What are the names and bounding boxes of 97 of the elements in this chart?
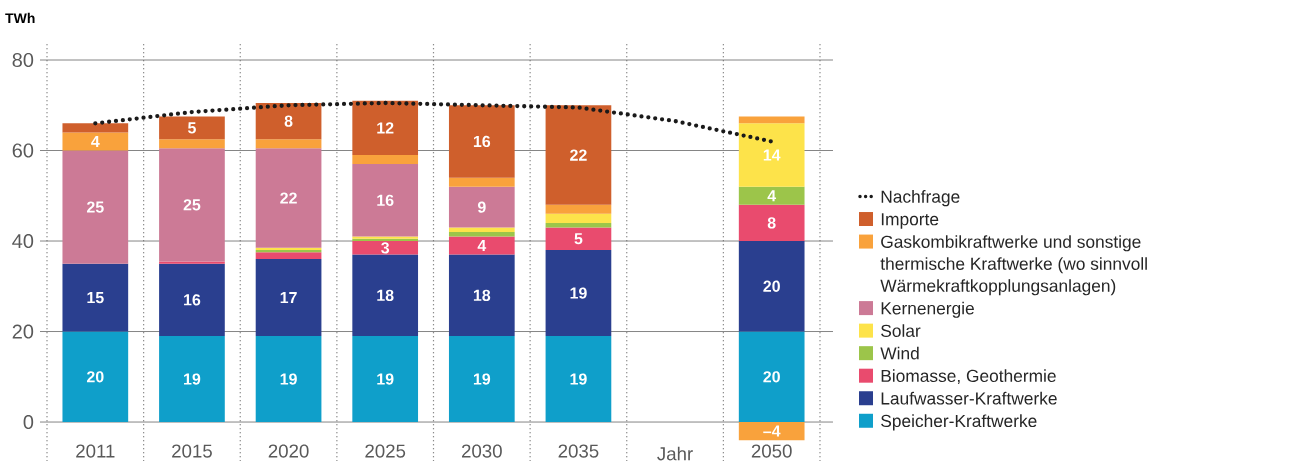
data-label: 4 bbox=[477, 240, 487, 252]
bar bbox=[352, 254, 419, 337]
bar bbox=[159, 261, 225, 264]
bar bbox=[545, 250, 612, 337]
bar bbox=[545, 213, 612, 223]
legend-label: Nachfrage bbox=[881, 190, 960, 207]
bar bbox=[62, 132, 129, 151]
x-tick-label: 2011 bbox=[76, 444, 115, 458]
bar bbox=[352, 336, 419, 423]
data-label: 20 bbox=[86, 371, 104, 383]
data-label: 8 bbox=[767, 217, 776, 229]
bar bbox=[352, 241, 419, 255]
data-label: 5 bbox=[574, 233, 583, 245]
bar bbox=[255, 336, 322, 423]
bar bbox=[738, 186, 805, 205]
bar bbox=[62, 150, 129, 264]
bar bbox=[352, 155, 419, 165]
bar bbox=[352, 100, 419, 156]
data-label: 4 bbox=[91, 135, 100, 147]
bar bbox=[738, 331, 805, 423]
y-tick-label: 0 bbox=[23, 414, 34, 430]
bar bbox=[738, 204, 805, 242]
data-label: 8 bbox=[284, 115, 293, 127]
data-label: 12 bbox=[377, 122, 394, 134]
bar bbox=[159, 139, 225, 149]
bar bbox=[448, 105, 515, 178]
legend-label: Importe bbox=[881, 213, 939, 229]
bar bbox=[159, 263, 225, 337]
data-label: 19 bbox=[473, 373, 491, 385]
y-tick-label: 80 bbox=[12, 52, 34, 68]
x-axis-title: Jahr bbox=[657, 446, 693, 461]
data-label: 19 bbox=[377, 373, 394, 385]
bar bbox=[448, 227, 515, 232]
bar bbox=[545, 105, 612, 205]
data-label: 20 bbox=[763, 371, 780, 383]
x-tick-label: 2035 bbox=[558, 444, 599, 458]
data-label: 25 bbox=[86, 201, 104, 213]
bar bbox=[448, 177, 515, 187]
data-label: 16 bbox=[473, 135, 491, 148]
legend-label: Biomasse, Geothermie bbox=[881, 369, 1056, 385]
y-axis-title: TWh bbox=[5, 12, 35, 24]
bar bbox=[62, 331, 129, 423]
data-label: 20 bbox=[763, 280, 780, 292]
bar bbox=[62, 263, 129, 332]
bar bbox=[159, 148, 225, 262]
data-label: 19 bbox=[570, 287, 587, 299]
bar bbox=[448, 186, 515, 228]
data-label: 19 bbox=[280, 373, 297, 385]
data-label: 3 bbox=[381, 242, 390, 254]
bar bbox=[255, 252, 322, 260]
legend-label: Wind bbox=[880, 346, 919, 360]
bar bbox=[159, 116, 225, 140]
data-label: 4 bbox=[767, 190, 777, 202]
x-tick-label: 2025 bbox=[365, 444, 406, 458]
data-label: 5 bbox=[188, 122, 196, 134]
y-tick-label: 60 bbox=[12, 143, 34, 158]
bar bbox=[545, 336, 612, 423]
data-label: 19 bbox=[570, 373, 587, 385]
legend-label: Gaskombikraftwerke und sonstige thermische Kraftwerke (wo sinnvoll Wärmekraftkopplungsanlagen) bbox=[880, 235, 1147, 296]
data-label: 19 bbox=[184, 373, 201, 385]
data-label: 18 bbox=[473, 289, 491, 301]
bar bbox=[545, 204, 612, 214]
bar bbox=[255, 259, 322, 337]
data-label: 15 bbox=[87, 292, 104, 304]
data-label: 22 bbox=[570, 149, 587, 161]
y-tick-label: 20 bbox=[12, 324, 34, 339]
data-label: 17 bbox=[280, 292, 297, 304]
data-label: 14 bbox=[763, 149, 781, 161]
data-label: 9 bbox=[477, 201, 486, 213]
data-label: 16 bbox=[184, 294, 201, 306]
bar bbox=[255, 103, 322, 140]
bar bbox=[738, 422, 805, 441]
bar bbox=[62, 123, 129, 133]
bar bbox=[448, 336, 515, 423]
bar bbox=[255, 139, 322, 149]
bar bbox=[545, 227, 612, 251]
data-label: 22 bbox=[280, 192, 297, 204]
legend-label: Solar bbox=[881, 324, 921, 337]
bar bbox=[159, 336, 225, 423]
legend-label: Laufwasser-Kraftwerke bbox=[881, 391, 1057, 405]
x-tick-label: 2015 bbox=[172, 444, 212, 458]
legend-label: Speicher-Kraftwerke bbox=[881, 414, 1037, 431]
legend-label: Kernenergie bbox=[881, 301, 974, 318]
data-label: 16 bbox=[377, 194, 394, 206]
x-tick-label: 2030 bbox=[461, 444, 502, 458]
bar bbox=[255, 148, 322, 248]
bar bbox=[448, 236, 515, 255]
bar bbox=[352, 164, 419, 237]
data-label: 18 bbox=[377, 289, 394, 301]
bar bbox=[738, 123, 805, 187]
bar bbox=[448, 254, 515, 337]
y-tick-label: 40 bbox=[12, 233, 34, 249]
x-tick-label: 2020 bbox=[268, 444, 309, 458]
data-label: 25 bbox=[183, 199, 201, 211]
data-label: –4 bbox=[763, 425, 781, 437]
bar bbox=[738, 241, 805, 332]
x-tick-label: 2050 bbox=[751, 444, 792, 458]
